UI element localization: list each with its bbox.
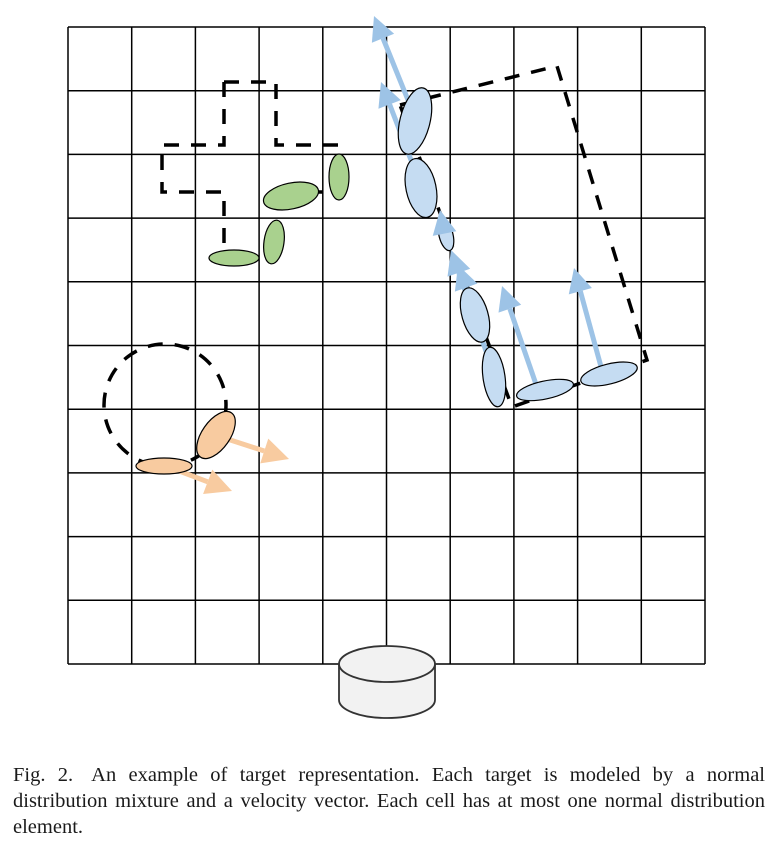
occupancy-grid bbox=[67, 26, 706, 665]
green-target bbox=[160, 80, 350, 267]
green-target-outline bbox=[160, 80, 342, 255]
velocity-vector bbox=[380, 37, 413, 106]
target-representation-diagram bbox=[67, 16, 706, 719]
normal-distribution-element bbox=[404, 157, 438, 219]
velocity-arrowhead bbox=[447, 250, 471, 277]
figure-label: Fig. 2. bbox=[13, 764, 74, 786]
caption-text: An example of target representation. Eac… bbox=[13, 764, 765, 838]
normal-distribution-element bbox=[208, 249, 260, 267]
blue-target-outline bbox=[398, 63, 650, 410]
normal-distribution-element bbox=[263, 219, 285, 265]
velocity-arrowhead bbox=[260, 438, 289, 464]
normal-distribution-element bbox=[515, 378, 575, 402]
normal-distribution-element bbox=[481, 346, 507, 408]
velocity-arrowhead bbox=[498, 286, 522, 313]
velocity-vector bbox=[507, 307, 541, 391]
normal-distribution-element bbox=[459, 287, 491, 343]
blue-target bbox=[371, 16, 650, 410]
orange-target bbox=[102, 342, 289, 494]
cylinder-sensor-icon bbox=[338, 645, 436, 719]
velocity-arrowhead bbox=[371, 16, 395, 43]
normal-distribution-element bbox=[580, 361, 638, 387]
normal-distribution-element bbox=[262, 181, 320, 211]
velocity-arrowhead bbox=[378, 82, 401, 109]
velocity-arrowhead bbox=[203, 469, 232, 494]
normal-distribution-element bbox=[135, 457, 193, 475]
normal-distribution-element bbox=[328, 153, 350, 201]
velocity-arrowhead bbox=[432, 210, 457, 236]
figure-caption: Fig. 2. An example of target representati… bbox=[13, 762, 765, 840]
normal-distribution-element bbox=[196, 410, 236, 460]
velocity-arrowhead bbox=[568, 268, 592, 295]
velocity-vector bbox=[577, 290, 606, 375]
normal-distribution-element bbox=[397, 87, 433, 155]
